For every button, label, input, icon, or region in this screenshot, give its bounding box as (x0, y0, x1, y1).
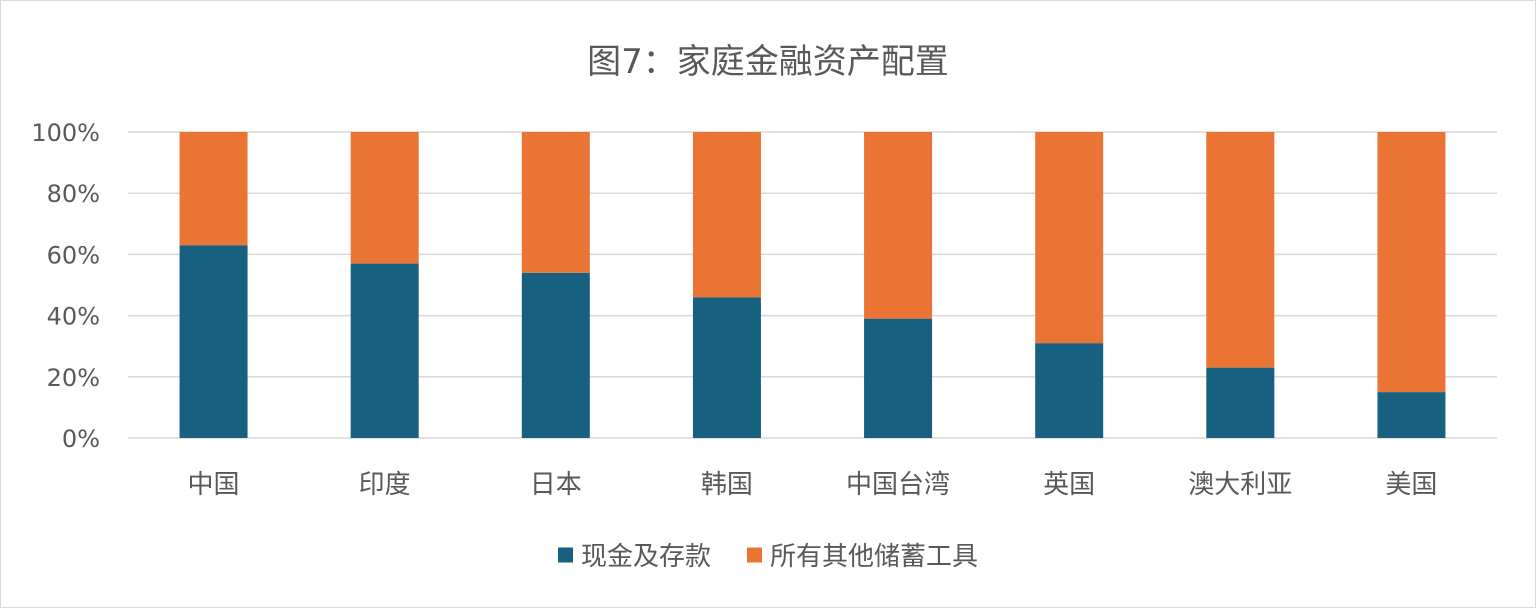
y-axis-tick-labels: 0% 20% 40% 60% 80% 100% (31, 119, 100, 453)
bar-segment (1035, 132, 1104, 344)
bar-segment (692, 297, 761, 438)
bar-segment (692, 132, 761, 298)
bar-segment (179, 132, 248, 246)
legend-label: 现金及存款 (581, 542, 711, 572)
y-tick-label: 100% (31, 119, 100, 147)
bar-segment (350, 263, 419, 438)
y-tick-label: 0% (62, 425, 100, 453)
x-category-label: 印度 (359, 470, 411, 500)
bar-segment (1206, 367, 1275, 438)
bar-segment (350, 132, 419, 264)
y-tick-label: 60% (47, 241, 100, 269)
y-tick-label: 40% (47, 303, 100, 331)
x-category-label: 美国 (1385, 470, 1437, 500)
y-tick-label: 20% (47, 364, 100, 392)
bar-segment (521, 272, 590, 438)
bar-segment (864, 318, 933, 438)
legend: 现金及存款 所有其他储蓄工具 (558, 542, 978, 572)
bar-segment (1035, 343, 1104, 438)
bar-segment (864, 132, 933, 319)
bar-segment (521, 132, 590, 273)
bar-segment (179, 245, 248, 438)
legend-swatch (747, 547, 762, 563)
x-category-label: 中国 (188, 470, 240, 500)
legend-swatch (558, 547, 573, 563)
bar-segment (1206, 132, 1275, 368)
x-axis-category-labels: 中国 印度 日本 韩国 中国台湾 英国 澳大利亚 美国 (188, 470, 1438, 500)
x-category-label: 韩国 (701, 470, 753, 500)
legend-label: 所有其他储蓄工具 (770, 542, 978, 572)
bar-segment (1377, 132, 1446, 393)
x-category-label: 澳大利亚 (1188, 470, 1292, 500)
chart-title: 图7：家庭金融资产配置 (587, 42, 949, 82)
x-category-label: 英国 (1043, 470, 1095, 500)
x-category-label: 日本 (530, 470, 582, 500)
gridlines (128, 131, 1497, 439)
y-tick-label: 80% (47, 180, 100, 208)
bars (179, 132, 1446, 438)
x-category-label: 中国台湾 (846, 470, 950, 500)
bar-segment (1377, 392, 1446, 438)
